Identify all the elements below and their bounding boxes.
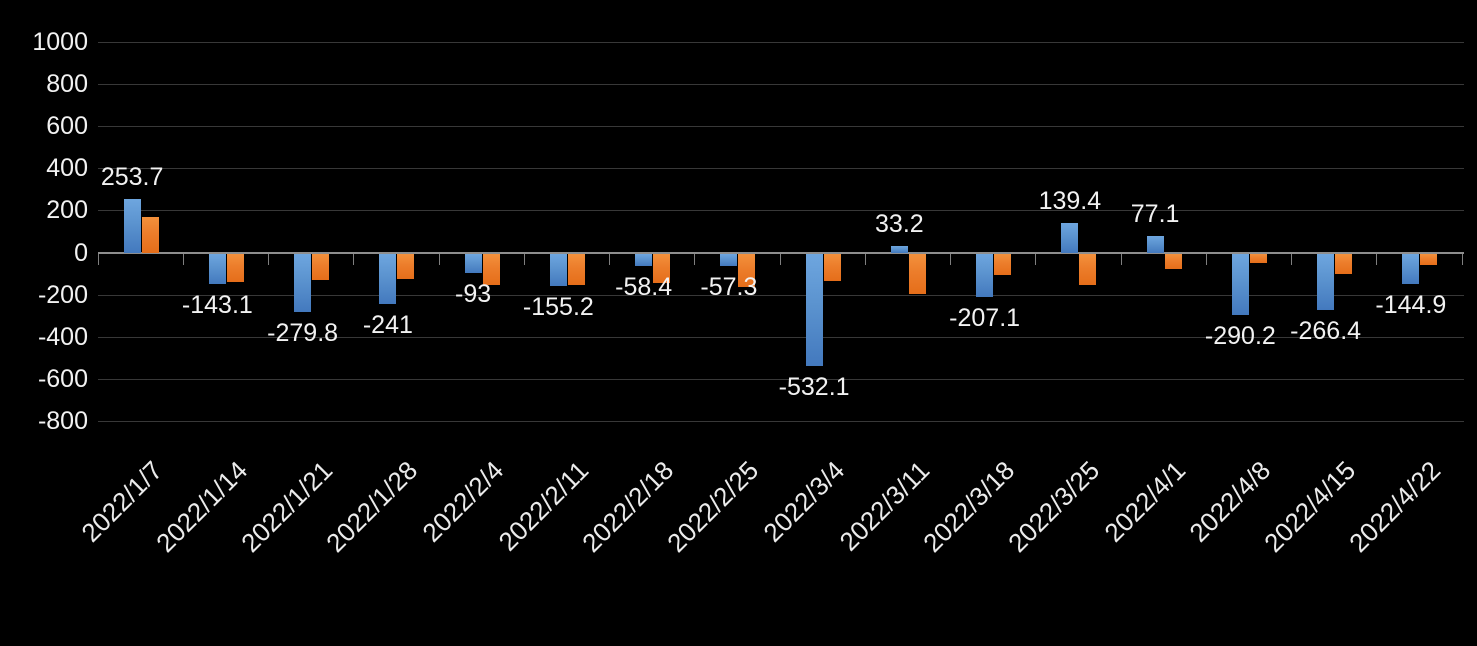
bar-orange-2022/1/14: [226, 253, 244, 282]
axis-tick: [864, 253, 866, 265]
axis-tick: [353, 253, 355, 265]
bar-orange-2022/2/25: [738, 253, 756, 288]
data-label: 139.4: [1038, 187, 1102, 216]
y-tick-label: 1000: [32, 28, 88, 56]
bar-blue-2022/2/4: [464, 253, 482, 274]
bar-blue-2022/2/25: [720, 253, 738, 266]
data-label: 33.2: [875, 209, 924, 238]
data-label: -58.4: [615, 272, 673, 301]
bar-blue-2022/2/18: [635, 253, 653, 266]
bar-orange-2022/4/22: [1420, 253, 1438, 266]
bar-blue-2022/1/21: [294, 253, 312, 313]
axis-tick: [523, 253, 525, 265]
gridline: [98, 294, 1464, 296]
gridline: [98, 168, 1464, 170]
axis-tick: [1376, 253, 1378, 265]
data-label: 77.1: [1130, 200, 1180, 229]
axis-tick: [97, 253, 99, 265]
y-tick-label: 0: [74, 238, 88, 267]
y-tick-label: 400: [46, 154, 88, 183]
bar-orange-2022/4/1: [1164, 253, 1182, 270]
data-label: -279.8: [267, 319, 339, 348]
bar-orange-2022/4/8: [1249, 253, 1267, 264]
gridline: [98, 126, 1464, 128]
axis-tick: [609, 253, 610, 265]
bar-blue-2022/1/7: [123, 199, 141, 253]
gridline: [98, 336, 1464, 338]
gridline: [98, 42, 1464, 43]
y-axis: 1000 800 600 400 200 0 -200 -400 -600 -800: [32, 28, 88, 435]
bar-orange-2022/1/7: [141, 216, 159, 253]
y-tick-label: -600: [37, 364, 88, 393]
bar-orange-2022/2/4: [482, 253, 500, 286]
bar-orange-2022/3/11: [908, 253, 926, 294]
data-label: -144.9: [1375, 291, 1447, 320]
bar-blue-2022/1/28: [379, 253, 397, 305]
bar-chart: 1000 800 600 400 200 0 -200 -400 -600 -800 253.7 -…: [32, 28, 1464, 559]
bar-orange-2022/3/4: [823, 253, 841, 281]
data-label: -241: [362, 311, 413, 340]
axis-tick: [1461, 253, 1463, 265]
bar-orange-2022/1/21: [312, 253, 330, 280]
bar-blue-2022/3/11: [890, 245, 908, 253]
axis-tick: [779, 253, 781, 265]
axis-tick: [694, 253, 696, 265]
bar-blue-2022/3/4: [805, 253, 823, 366]
axis-tick: [1291, 253, 1292, 265]
axis-tick: [950, 253, 951, 265]
data-label: -532.1: [778, 372, 850, 401]
data-label: -57.3: [700, 272, 758, 301]
bar-blue-2022/3/18: [976, 253, 994, 298]
y-tick-label: -800: [37, 407, 88, 435]
bar-blue-2022/1/14: [208, 253, 226, 284]
data-label: -290.2: [1204, 321, 1276, 350]
gridline: [98, 210, 1464, 212]
axis-tick: [268, 253, 269, 265]
axis-tick: [182, 253, 184, 265]
y-tick-label: 200: [46, 196, 88, 225]
axis-tick: [1035, 253, 1037, 265]
y-tick-label: -400: [37, 322, 88, 351]
bar-blue-2022/2/11: [549, 253, 567, 287]
y-tick-label: 600: [46, 112, 88, 141]
plot-area: 253.7 -143.1 -279.8 -241 -93 -155.2 -58.4 -57.3…: [97, 42, 1464, 422]
gridline: [98, 84, 1464, 86]
data-label: -155.2: [522, 293, 594, 322]
axis-tick: [1205, 253, 1207, 265]
gridline: [98, 378, 1464, 380]
x-axis: 2022/1/7 2022/1/14 2022/1/21 2022/1/28 2022/…: [75, 455, 1447, 558]
bar-orange-2022/3/25: [1079, 253, 1097, 286]
axis-tick: [438, 253, 440, 265]
bar-orange-2022/2/18: [653, 253, 671, 284]
bar-blue-2022/4/1: [1146, 236, 1164, 253]
bar-blue-2022/4/22: [1402, 253, 1420, 285]
bar-blue-2022/3/25: [1061, 223, 1079, 253]
data-label: -266.4: [1290, 316, 1362, 345]
x-axis-line: [98, 251, 1464, 254]
gridline: [98, 421, 1464, 422]
data-label: -143.1: [181, 290, 253, 319]
y-tick-label: -200: [37, 280, 88, 309]
y-tick-label: 800: [46, 70, 88, 99]
data-label: 253.7: [100, 163, 164, 192]
axis-tick: [1120, 253, 1122, 265]
data-label: -207.1: [949, 304, 1021, 333]
bar-orange-2022/4/15: [1335, 253, 1353, 274]
bar-orange-2022/2/11: [567, 253, 585, 286]
bar-blue-2022/4/8: [1231, 253, 1249, 315]
bar-orange-2022/3/18: [994, 253, 1012, 275]
bar-blue-2022/4/15: [1317, 253, 1335, 310]
bar-orange-2022/1/28: [397, 253, 415, 279]
data-label: -93: [455, 280, 492, 309]
